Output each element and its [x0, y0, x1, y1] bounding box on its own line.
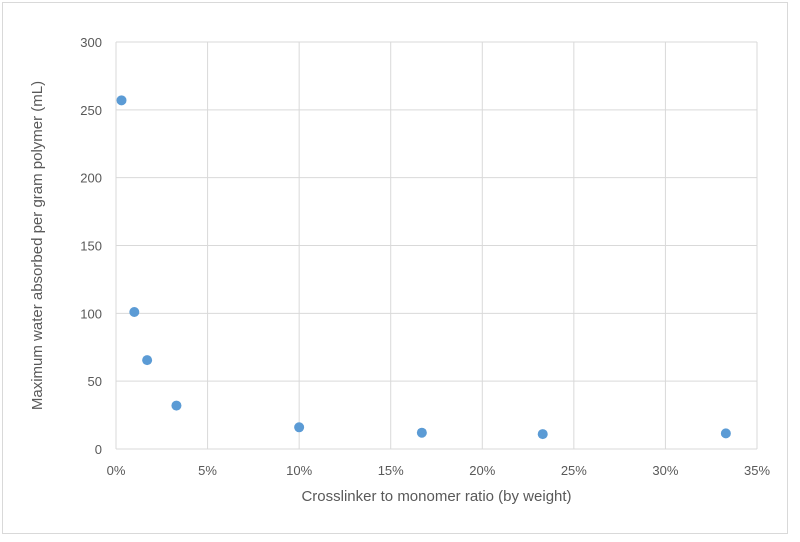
data-point: [294, 422, 305, 433]
y-tick-label: 150: [80, 239, 102, 254]
data-point: [171, 400, 182, 411]
y-tick-label: 250: [80, 103, 102, 118]
x-tick-label: 10%: [286, 463, 312, 478]
y-axis-tick-labels: 0 50 100 150 200 250 300: [80, 35, 102, 457]
y-tick-label: 200: [80, 171, 102, 186]
y-tick-label: 0: [95, 442, 102, 457]
x-axis-title: Crosslinker to monomer ratio (by weight): [301, 488, 571, 505]
x-tick-label: 15%: [378, 463, 404, 478]
y-tick-label: 100: [80, 306, 102, 321]
data-point: [720, 428, 731, 439]
grid-lines: [115, 41, 758, 450]
data-point: [416, 427, 427, 438]
x-tick-label: 5%: [198, 463, 217, 478]
data-point: [142, 355, 153, 366]
x-tick-label: 20%: [469, 463, 495, 478]
x-tick-label: 0%: [107, 463, 126, 478]
y-tick-label: 300: [80, 35, 102, 50]
data-points: [116, 95, 731, 440]
x-tick-label: 30%: [652, 463, 678, 478]
x-tick-label: 35%: [744, 463, 770, 478]
y-tick-label: 50: [88, 374, 102, 389]
y-axis-title: Maximum water absorbed per gram polymer …: [29, 81, 46, 410]
x-tick-label: 25%: [561, 463, 587, 478]
data-point: [129, 306, 140, 317]
x-axis-tick-labels: 0% 5% 10% 15% 20% 25% 30% 35%: [107, 463, 771, 478]
data-point: [537, 429, 548, 440]
chart-frame: [2, 2, 788, 534]
data-point: [116, 95, 127, 106]
